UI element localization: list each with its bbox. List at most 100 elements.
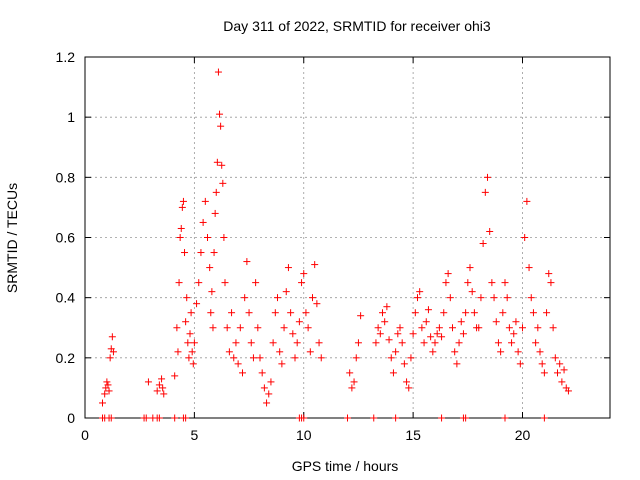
data-point	[492, 318, 500, 326]
data-point	[300, 270, 308, 278]
data-point	[490, 294, 498, 302]
data-point	[103, 378, 111, 386]
data-point	[186, 330, 194, 338]
data-point	[291, 354, 299, 362]
data-point	[188, 348, 196, 356]
data-point	[99, 399, 106, 407]
y-tick-label: 1.2	[56, 49, 76, 65]
data-point	[464, 279, 472, 287]
y-axis-label: SRMTID / TECUs	[4, 183, 20, 293]
data-point	[455, 339, 463, 347]
data-point	[199, 218, 207, 226]
data-point	[427, 333, 435, 341]
data-point	[249, 354, 257, 362]
data-point	[182, 414, 190, 422]
data-point	[370, 414, 378, 422]
x-tick-label: 10	[296, 427, 312, 443]
chart-title: Day 311 of 2022, SRMTID for receiver ohi…	[223, 18, 491, 34]
data-point	[197, 249, 205, 257]
data-point	[477, 294, 485, 302]
data-point	[274, 294, 281, 302]
data-point	[256, 354, 264, 362]
data-point	[376, 330, 384, 338]
data-point	[549, 324, 557, 332]
data-point	[512, 318, 520, 326]
data-point	[298, 279, 306, 287]
x-axis-label: GPS time / hours	[292, 458, 399, 474]
data-point	[519, 324, 526, 332]
data-point	[394, 330, 402, 338]
data-point	[228, 309, 236, 317]
data-point	[389, 369, 397, 377]
data-point	[547, 279, 555, 287]
data-point	[411, 309, 419, 317]
data-point	[431, 339, 439, 347]
data-point	[352, 354, 360, 362]
data-point	[354, 339, 362, 347]
data-point	[468, 288, 476, 296]
data-point	[177, 224, 185, 232]
data-point	[315, 339, 323, 347]
data-point	[216, 110, 224, 118]
data-point	[218, 161, 226, 169]
data-point	[293, 339, 301, 347]
data-point	[494, 339, 502, 347]
x-tick-label: 20	[515, 427, 531, 443]
data-point	[239, 369, 246, 377]
data-point	[108, 333, 116, 341]
data-point	[449, 324, 456, 332]
data-point	[433, 330, 441, 338]
data-point	[521, 234, 529, 241]
data-point	[217, 122, 225, 130]
data-point	[271, 309, 279, 317]
data-point	[276, 348, 284, 356]
data-point	[193, 300, 201, 308]
data-point	[392, 348, 400, 356]
data-point	[278, 360, 286, 368]
data-point	[407, 354, 415, 362]
data-point	[247, 339, 255, 347]
data-point	[267, 378, 275, 386]
data-point	[189, 360, 197, 368]
data-point	[357, 312, 365, 320]
data-point	[230, 354, 238, 362]
data-point	[178, 203, 186, 211]
data-point	[185, 354, 193, 362]
y-tick-label: 0.2	[56, 350, 76, 366]
data-point	[232, 339, 240, 347]
data-point	[171, 372, 179, 380]
y-tick-label: 0.6	[56, 230, 76, 246]
data-point	[179, 197, 187, 205]
data-point	[398, 339, 406, 347]
data-point	[187, 309, 195, 317]
data-point	[444, 270, 452, 278]
data-point	[254, 324, 262, 332]
data-point	[538, 360, 546, 368]
data-point	[564, 387, 572, 395]
data-point	[225, 348, 233, 356]
data-point	[265, 390, 273, 398]
data-point	[155, 381, 163, 389]
data-point	[105, 387, 113, 395]
data-point	[416, 288, 424, 296]
data-point	[295, 318, 303, 326]
data-point	[523, 197, 531, 205]
data-point	[300, 414, 308, 422]
data-point	[204, 234, 211, 241]
data-point	[438, 333, 446, 341]
data-point	[479, 240, 487, 248]
data-point	[107, 414, 115, 422]
data-point	[344, 414, 351, 422]
data-point	[453, 360, 461, 368]
data-point	[554, 369, 561, 377]
data-point	[379, 309, 386, 317]
data-point	[486, 227, 494, 235]
data-point	[558, 378, 566, 386]
data-point	[551, 354, 559, 362]
data-point	[400, 360, 408, 368]
data-point	[174, 348, 182, 356]
data-point	[484, 173, 491, 181]
data-point	[529, 309, 537, 317]
data-point	[317, 354, 325, 362]
data-point	[374, 324, 382, 332]
